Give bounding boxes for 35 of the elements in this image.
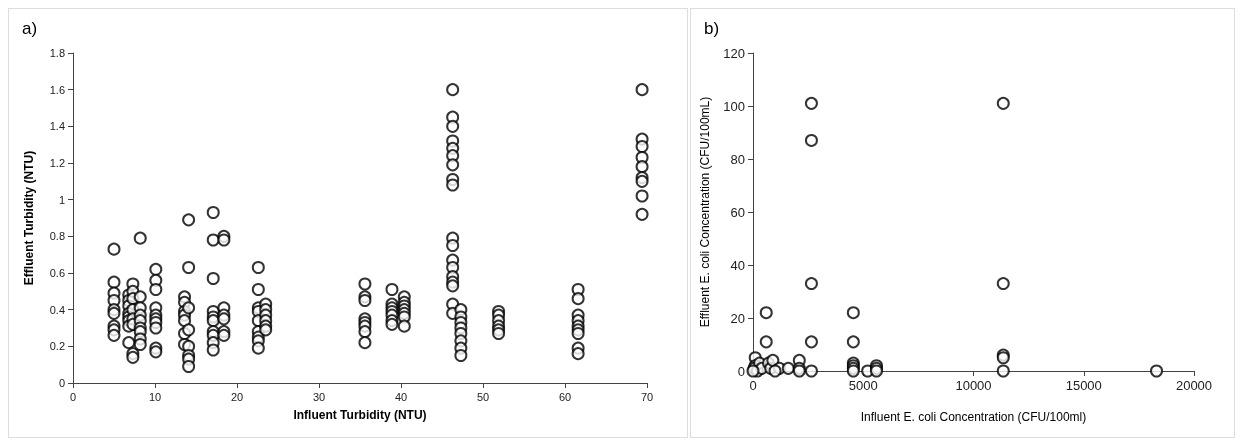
x-tick-label: 10 [148, 390, 162, 403]
y-tick-label: 80 [730, 151, 745, 167]
y-axis-title: Effluent Turbidity (NTU) [22, 150, 36, 286]
x-tick-label: 20 [230, 390, 244, 403]
x-tick-label: 5000 [848, 378, 878, 393]
y-tick-label: 0.2 [49, 340, 65, 353]
x-tick-label: 10000 [955, 378, 992, 393]
y-tick-label: 0.8 [49, 230, 65, 243]
y-tick-label: 1.6 [49, 83, 65, 96]
y-tick-label: 0.6 [49, 267, 65, 279]
y-tick-label: 120 [723, 45, 745, 61]
x-axis-title: Influent Turbidity (NTU) [293, 408, 427, 422]
y-tick-label: 1 [58, 193, 65, 206]
x-tick-label: 70 [640, 390, 654, 403]
chart-title: b) [704, 19, 720, 38]
y-axis-title: Effluent E. coli Concentration (CFU/100mL) [698, 96, 712, 328]
y-tick-label: 100 [723, 98, 745, 114]
x-tick-label: 50 [476, 390, 490, 403]
chart-title: a) [22, 19, 38, 38]
y-tick-label: 1.2 [49, 157, 65, 169]
y-tick-label: 0.4 [49, 303, 65, 316]
x-tick-label: 20000 [1175, 378, 1213, 393]
x-tick-label: 40 [394, 390, 408, 403]
y-tick-label: 1.4 [49, 120, 65, 133]
y-tick-label: 1.8 [49, 47, 65, 59]
y-tick-label: 60 [730, 204, 745, 220]
x-tick-label: 60 [558, 390, 572, 403]
x-tick-label: 0 [69, 390, 77, 403]
y-tick-label: 40 [730, 257, 745, 273]
x-tick-label: 15000 [1065, 378, 1102, 393]
x-axis-title: Influent E. coli Concentration (CFU/100ml) [860, 410, 1087, 424]
y-tick-label: 20 [730, 310, 745, 326]
y-tick-label: 0 [737, 363, 745, 379]
x-tick-label: 0 [749, 378, 757, 393]
x-tick-label: 30 [312, 390, 326, 403]
